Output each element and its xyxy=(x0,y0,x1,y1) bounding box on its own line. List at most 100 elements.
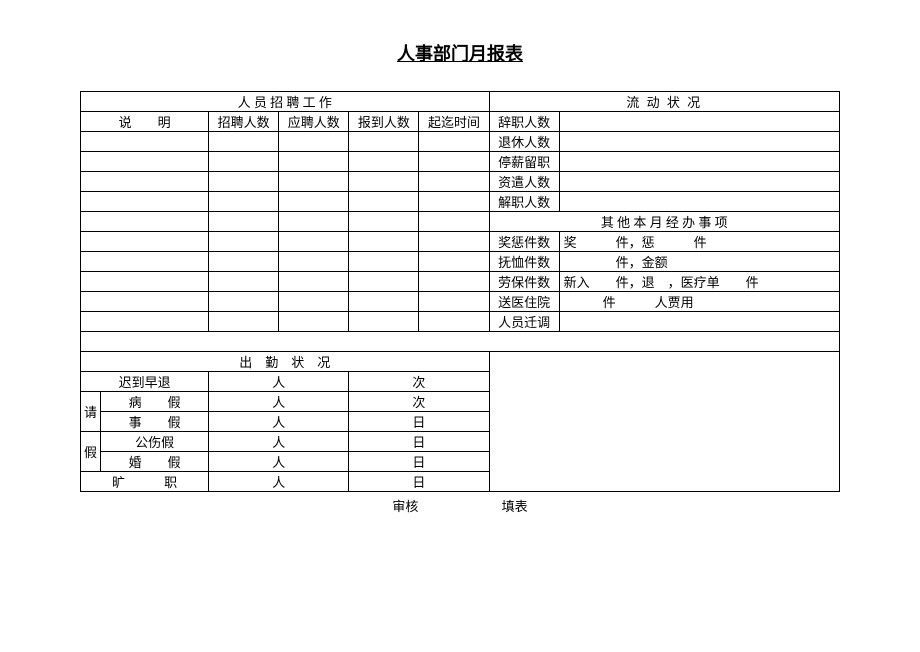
recruit-row xyxy=(81,232,209,252)
recruit-cell xyxy=(279,252,349,272)
attend-injury-label: 公伤假 xyxy=(101,432,209,452)
recruit-cell xyxy=(279,132,349,152)
attend-time: 次 xyxy=(349,392,489,412)
footer-review: 审核 xyxy=(392,496,418,515)
recruit-cell xyxy=(279,292,349,312)
col-recruit-num: 招聘人数 xyxy=(209,112,279,132)
recruit-cell xyxy=(279,312,349,332)
recruit-cell xyxy=(349,292,419,312)
recruit-cell xyxy=(419,272,489,292)
recruit-row xyxy=(81,212,209,232)
recruit-row xyxy=(81,172,209,192)
recruit-row xyxy=(81,132,209,152)
section-other-header: 其 他 本 月 经 办 事 项 xyxy=(489,212,839,232)
col-report-num: 报到人数 xyxy=(349,112,419,132)
attend-late-label: 迟到早退 xyxy=(81,372,209,392)
recruit-cell xyxy=(209,292,279,312)
attend-person: 人 xyxy=(209,452,349,472)
flow-suspend-label: 停薪留职 xyxy=(489,152,559,172)
footer: 审核 填表 xyxy=(80,496,840,515)
recruit-cell xyxy=(349,132,419,152)
recruit-cell xyxy=(279,232,349,252)
recruit-cell xyxy=(209,212,279,232)
recruit-cell xyxy=(349,192,419,212)
attend-day: 日 xyxy=(349,432,489,452)
flow-dispatch-label: 资遣人数 xyxy=(489,172,559,192)
leave-group-top: 请 xyxy=(81,392,101,432)
flow-retire-label: 退休人数 xyxy=(489,132,559,152)
attend-blank xyxy=(489,352,839,492)
recruit-cell xyxy=(349,272,419,292)
recruit-cell xyxy=(349,172,419,192)
recruit-cell xyxy=(349,252,419,272)
recruit-cell xyxy=(419,312,489,332)
recruit-cell xyxy=(279,192,349,212)
recruit-cell xyxy=(279,172,349,192)
other-transfer-val xyxy=(559,312,839,332)
recruit-row xyxy=(81,292,209,312)
attend-day: 日 xyxy=(349,452,489,472)
recruit-cell xyxy=(419,252,489,272)
empty-row xyxy=(81,332,840,352)
attend-day: 日 xyxy=(349,472,489,492)
section-flow-header: 流 动 状 况 xyxy=(489,92,839,112)
recruit-cell xyxy=(419,192,489,212)
flow-dispatch-val xyxy=(559,172,839,192)
flow-dismiss-label: 解职人数 xyxy=(489,192,559,212)
recruit-cell xyxy=(209,192,279,212)
col-desc: 说 明 xyxy=(81,112,209,132)
flow-resign-val xyxy=(559,112,839,132)
leave-group-bottom: 假 xyxy=(81,432,101,472)
attend-absent-label: 旷 职 xyxy=(81,472,209,492)
report-table: 人 员 招 聘 工 作 流 动 状 况 说 明 招聘人数 应聘人数 报到人数 起… xyxy=(80,91,840,492)
section-recruit-header: 人 员 招 聘 工 作 xyxy=(81,92,490,112)
recruit-cell xyxy=(209,132,279,152)
other-labor-val: 新入 件，退 ，医疗单 件 xyxy=(559,272,839,292)
section-attend-header: 出 勤 状 况 xyxy=(81,352,490,372)
recruit-row xyxy=(81,272,209,292)
recruit-cell xyxy=(279,152,349,172)
flow-retire-val xyxy=(559,132,839,152)
recruit-cell xyxy=(349,312,419,332)
recruit-row xyxy=(81,312,209,332)
recruit-cell xyxy=(419,132,489,152)
page-title: 人事部门月报表 xyxy=(80,40,840,66)
other-hosp-label: 送医住院 xyxy=(489,292,559,312)
recruit-cell xyxy=(279,272,349,292)
attend-person: 人 xyxy=(209,432,349,452)
recruit-row xyxy=(81,152,209,172)
footer-fill: 填表 xyxy=(502,496,528,515)
other-reward-val: 奖 件，惩 件 xyxy=(559,232,839,252)
recruit-cell xyxy=(209,232,279,252)
recruit-row xyxy=(81,252,209,272)
attend-time: 次 xyxy=(349,372,489,392)
other-transfer-label: 人员迁调 xyxy=(489,312,559,332)
other-reward-label: 奖惩件数 xyxy=(489,232,559,252)
recruit-cell xyxy=(419,172,489,192)
recruit-cell xyxy=(209,172,279,192)
col-late-time: 起迄时间 xyxy=(419,112,489,132)
recruit-cell xyxy=(209,252,279,272)
attend-person: 人 xyxy=(209,412,349,432)
recruit-cell xyxy=(209,272,279,292)
recruit-cell xyxy=(419,152,489,172)
attend-person: 人 xyxy=(209,372,349,392)
other-consol-val: 件，金额 xyxy=(559,252,839,272)
attend-person: 人 xyxy=(209,472,349,492)
recruit-row xyxy=(81,192,209,212)
recruit-cell xyxy=(349,152,419,172)
recruit-cell xyxy=(349,212,419,232)
recruit-cell xyxy=(209,152,279,172)
flow-resign-label: 辞职人数 xyxy=(489,112,559,132)
recruit-cell xyxy=(209,312,279,332)
attend-person: 人 xyxy=(209,392,349,412)
recruit-cell xyxy=(349,232,419,252)
recruit-cell xyxy=(279,212,349,232)
other-consol-label: 抚恤件数 xyxy=(489,252,559,272)
attend-personal-label: 事 假 xyxy=(101,412,209,432)
recruit-cell xyxy=(419,292,489,312)
flow-suspend-val xyxy=(559,152,839,172)
attend-marry-label: 婚 假 xyxy=(101,452,209,472)
attend-sick-label: 病 假 xyxy=(101,392,209,412)
recruit-cell xyxy=(419,212,489,232)
